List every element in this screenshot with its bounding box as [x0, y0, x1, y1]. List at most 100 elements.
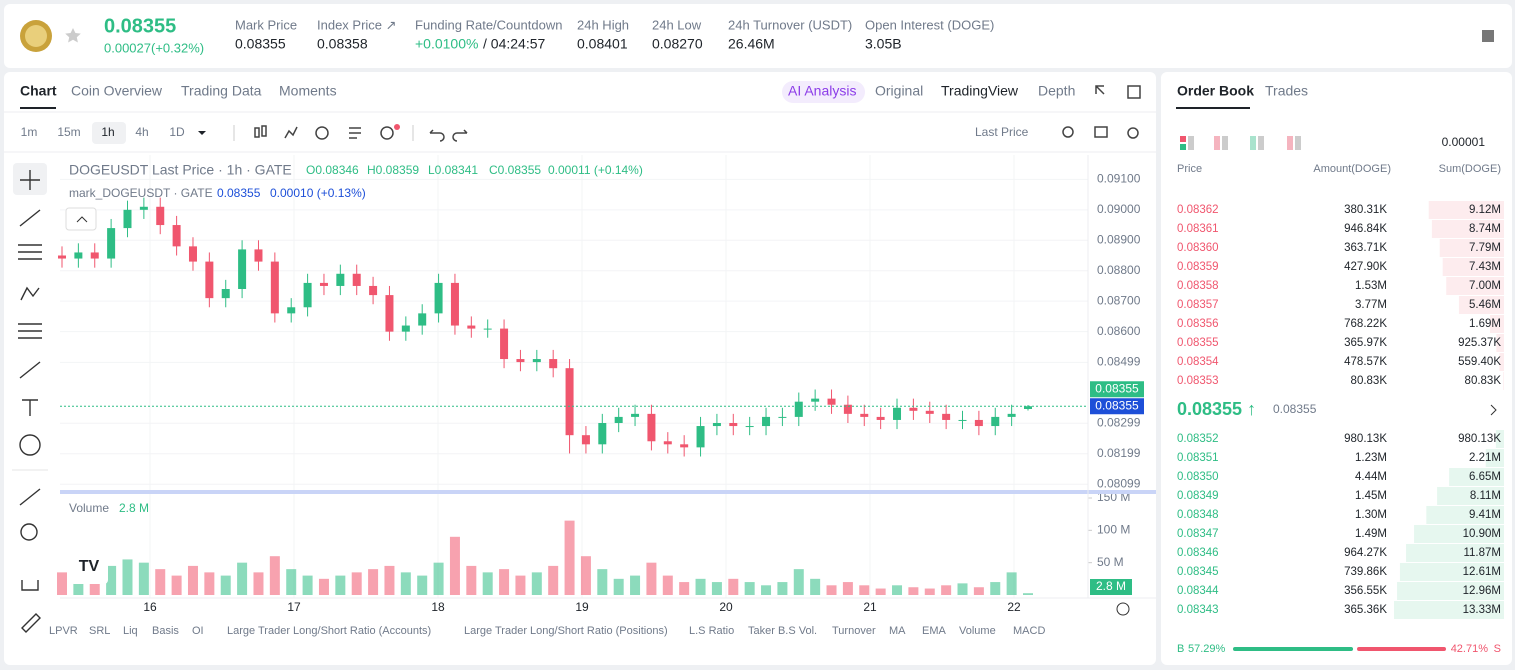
view-tab[interactable]: Depth — [1038, 83, 1075, 99]
y-tick-label: 0.08499 — [1097, 355, 1141, 369]
indicator[interactable]: Turnover — [832, 625, 876, 637]
indicator[interactable]: SRL — [89, 625, 110, 637]
indicator[interactable]: Basis — [152, 625, 179, 637]
volume-bar — [384, 565, 395, 595]
amount: 1.49M — [1355, 528, 1387, 540]
tab[interactable]: Trading Data — [181, 83, 262, 99]
indicator[interactable]: MA — [889, 625, 906, 637]
volume-tick-label: 100 M — [1097, 523, 1130, 537]
legend2-value: 0.08355 — [217, 186, 261, 200]
x-tick-label: 18 — [431, 600, 445, 614]
indicator[interactable]: EMA — [922, 625, 947, 637]
legend-c: C0.08355 — [489, 163, 541, 177]
expand-arrow[interactable] — [1490, 404, 1497, 416]
volume-bar — [466, 565, 477, 595]
chart-panel — [4, 72, 1156, 665]
volume-bar — [400, 572, 411, 595]
candle-body — [107, 228, 116, 259]
price: 0.08344 — [1177, 585, 1219, 597]
indicator[interactable]: MACD — [1013, 625, 1045, 637]
amount: 365.36K — [1344, 604, 1387, 616]
interval[interactable]: 1h — [101, 125, 114, 139]
candle-body — [680, 444, 689, 448]
indicator[interactable]: Liq — [123, 625, 138, 637]
price: 0.08348 — [1177, 509, 1219, 521]
interval[interactable]: 1m — [21, 125, 38, 139]
depth-bar — [1449, 468, 1504, 486]
volume-bar — [237, 562, 248, 595]
indicator[interactable]: Large Trader Long/Short Ratio (Positions… — [464, 625, 668, 637]
chart: 0.09100 0.09000 0.08900 0.08800 0.08700 0.086… — [57, 155, 1144, 614]
settings-icon[interactable] — [1116, 602, 1130, 616]
volume-bar — [253, 572, 264, 595]
sum: 80.83K — [1465, 375, 1502, 387]
y-tick-label: 0.08099 — [1097, 476, 1141, 490]
indicator[interactable]: L.S Ratio — [689, 625, 734, 637]
candle-body — [139, 206, 148, 210]
depth-bar — [1397, 582, 1504, 600]
y-tick-label: 0.08299 — [1097, 415, 1141, 429]
ai-pill[interactable] — [782, 81, 865, 103]
amount: 365.97K — [1344, 337, 1387, 349]
favorite-star[interactable] — [65, 28, 81, 43]
interval[interactable]: 4h — [135, 125, 148, 139]
view-tab[interactable]: TradingView — [941, 83, 1019, 99]
view-tab[interactable]: AI Analysis — [788, 83, 856, 99]
candle-body — [909, 407, 918, 411]
amount: 1.45M — [1355, 490, 1387, 502]
volume-bar — [57, 572, 67, 595]
indicator[interactable]: Large Trader Long/Short Ratio (Accounts) — [227, 625, 431, 637]
candle-body — [876, 416, 885, 420]
volume-bar — [204, 572, 215, 595]
legend-h: H0.08359 — [367, 163, 419, 177]
legend-o: O0.08346 — [306, 163, 359, 177]
indicator[interactable]: LPVR — [49, 625, 78, 637]
candle-body — [123, 209, 132, 229]
indicator[interactable]: OI — [192, 625, 204, 637]
legend-l: L0.08341 — [428, 163, 478, 177]
collapse-button[interactable] — [65, 207, 97, 231]
interval[interactable]: 1D — [169, 125, 185, 139]
indicator[interactable]: Taker B.S Vol. — [748, 625, 817, 637]
price: 0.08347 — [1177, 528, 1219, 540]
amount: 380.31K — [1344, 204, 1387, 216]
tab[interactable]: Coin Overview — [71, 83, 163, 99]
sum: 10.90M — [1463, 528, 1501, 540]
price: 0.08351 — [1177, 452, 1219, 464]
view-tab[interactable]: Original — [875, 83, 923, 99]
header-panel — [4, 4, 1512, 68]
price-source[interactable]: Last Price — [975, 125, 1029, 139]
tab[interactable]: Chart — [20, 83, 57, 99]
last-tag: 0.08355 — [1095, 381, 1139, 395]
sum: 8.11M — [1470, 490, 1501, 502]
volume-bar — [106, 565, 117, 595]
stat-extra: / 04:24:57 — [483, 36, 545, 52]
amount: 363.71K — [1344, 242, 1387, 254]
sum: 980.13K — [1458, 433, 1501, 445]
tab[interactable]: Moments — [279, 83, 337, 99]
candle-body — [156, 206, 165, 226]
stat-label: Funding Rate/Countdown — [415, 17, 562, 32]
stat-value: 3.05B — [865, 36, 902, 52]
book-tab[interactable]: Trades — [1265, 83, 1308, 99]
volume-bar — [630, 575, 641, 595]
volume-bar — [171, 575, 182, 595]
sum: 8.74M — [1469, 223, 1501, 235]
candle-body — [1024, 406, 1032, 409]
indicator[interactable]: Volume — [959, 625, 996, 637]
price: 0.08355 — [1177, 337, 1219, 349]
header-icon[interactable] — [1482, 30, 1494, 42]
y-tick-label: 0.08900 — [1097, 232, 1141, 246]
depth-bar — [1426, 506, 1504, 524]
interval[interactable]: 15m — [57, 125, 80, 139]
dropdown-arrow[interactable] — [198, 131, 206, 135]
stat-label: Mark Price — [235, 17, 297, 32]
candle-body — [663, 441, 672, 445]
precision[interactable]: 0.00001 — [1442, 135, 1486, 149]
tv-logo — [70, 548, 108, 584]
price: 0.08350 — [1177, 471, 1219, 483]
candle-body — [467, 325, 476, 329]
book-tab[interactable]: Order Book — [1177, 83, 1254, 99]
candle-body — [745, 426, 754, 428]
